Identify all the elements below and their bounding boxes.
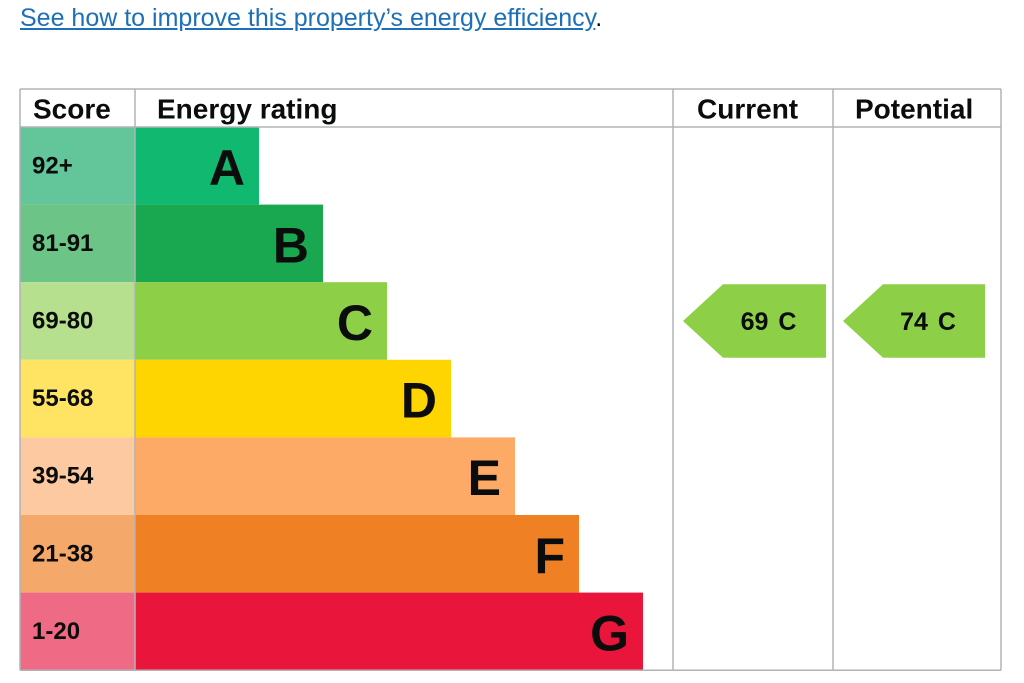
score-cell [20,204,135,283]
score-cell [20,359,135,438]
indicator-part: C [938,308,956,336]
link-period: . [595,4,603,32]
indicator-arrow [843,284,985,358]
score-label: 81-91 [32,230,93,257]
rating-letter: C [337,295,373,351]
score-cell [20,127,135,205]
potential-indicator: 74 C [843,284,985,358]
rating-letter: G [590,605,629,661]
indicator-label: 74 C [900,308,956,336]
rating-letter: E [468,450,501,506]
column-header: Potential [855,94,973,125]
score-cell [20,592,135,671]
link-line: See how to improve this property’s energ… [20,4,602,33]
score-label: 92+ [32,152,73,179]
column-header: Current [697,94,798,125]
score-label: 55-68 [32,385,93,412]
column-header: Energy rating [157,94,337,125]
rating-bar [135,282,387,360]
score-label: 1-20 [32,618,80,645]
rating-bar [135,127,259,205]
rating-bar [135,437,515,515]
indicator-part: 74 [900,308,928,336]
score-cell [20,282,135,360]
score-label: 69-80 [32,308,93,335]
rating-bar [135,359,451,438]
rating-letter: D [401,373,437,429]
score-label: 39-54 [32,463,94,490]
indicator-part: 69 [741,308,769,336]
rating-bar [135,592,643,671]
rating-bar [135,515,579,593]
indicator-part: C [778,308,796,336]
rating-letter: F [534,528,565,584]
current-indicator: 69 C [683,284,826,358]
rating-bar [135,204,323,283]
indicator-arrow [683,284,826,358]
score-cell [20,515,135,593]
rating-letter: A [209,140,245,196]
rating-letter: B [273,217,309,273]
score-cell [20,437,135,515]
improve-link[interactable]: See how to improve this property’s energ… [20,4,596,32]
indicator-label: 69 C [741,308,797,336]
column-header: Score [33,94,111,125]
score-label: 21-38 [32,540,93,567]
